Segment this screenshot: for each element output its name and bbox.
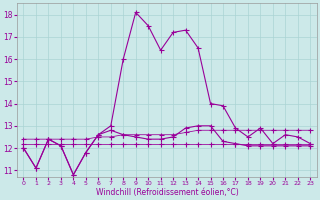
X-axis label: Windchill (Refroidissement éolien,°C): Windchill (Refroidissement éolien,°C)	[96, 188, 238, 197]
